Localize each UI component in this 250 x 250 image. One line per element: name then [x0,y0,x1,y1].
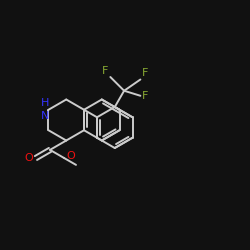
Text: F: F [142,68,149,78]
Text: O: O [66,151,75,161]
Text: F: F [102,66,108,76]
Text: H: H [41,98,50,108]
Text: F: F [142,91,149,101]
Text: N: N [41,111,50,121]
Text: O: O [25,153,34,163]
